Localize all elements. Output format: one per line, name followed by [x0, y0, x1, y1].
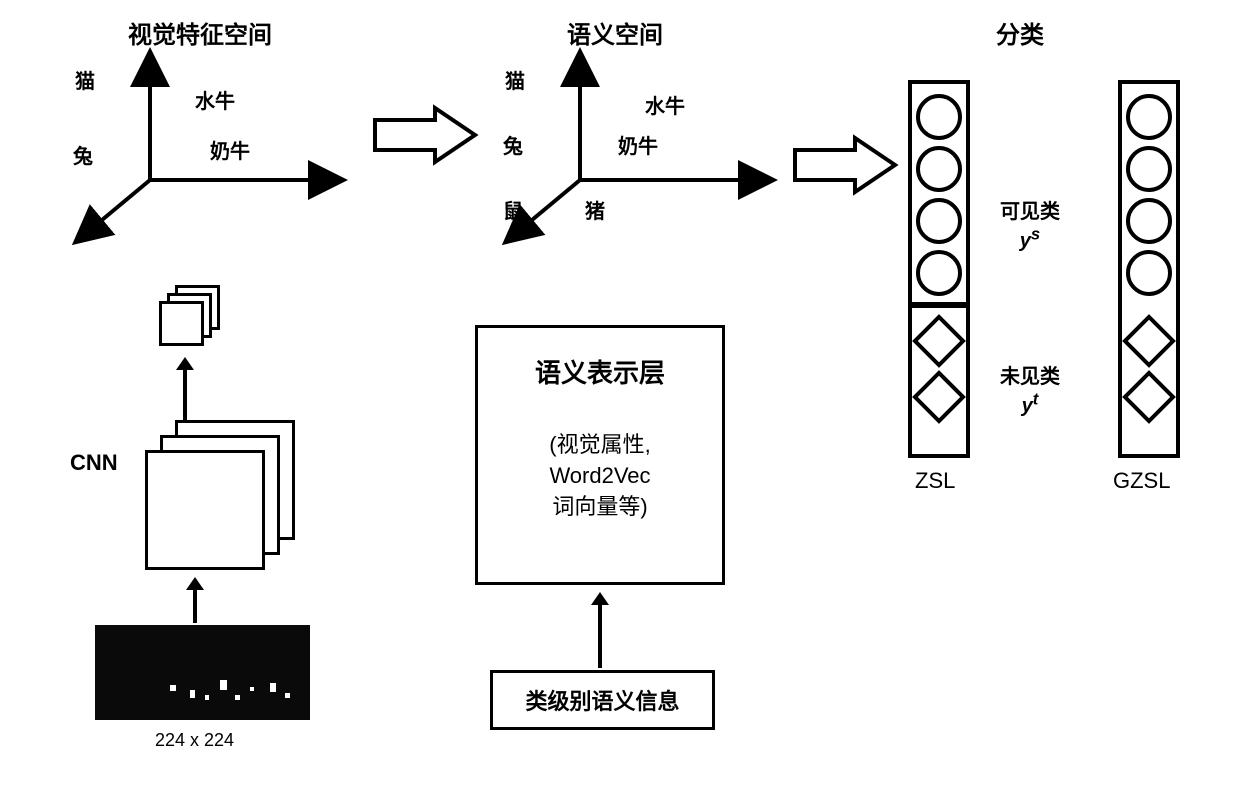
image-size-label: 224 x 224	[155, 730, 234, 751]
class-level-info-box: 类级别语义信息	[490, 670, 715, 730]
visual-rabbit-label: 兔	[73, 140, 93, 169]
semantic-box-subtitle: (视觉属性, Word2Vec 词向量等)	[493, 430, 707, 522]
cnn-small-layer-1	[159, 301, 204, 346]
visual-cow-label: 奶牛	[210, 135, 250, 164]
gzsl-circle-3	[1126, 198, 1172, 244]
gzsl-diamond-1	[1122, 314, 1176, 368]
cnn-label: CNN	[70, 450, 118, 476]
semantic-cow-label: 奶牛	[618, 130, 658, 159]
zsl-diamond-2	[912, 370, 966, 424]
gzsl-circle-4	[1126, 250, 1172, 296]
cnn-big-layer-1	[145, 450, 265, 570]
semantic-up-arrow	[585, 590, 615, 670]
zsl-box	[908, 80, 970, 458]
visual-cat-label: 猫	[75, 65, 95, 94]
semantic-mouse-label: 鼠	[503, 195, 523, 224]
unseen-class-label: 未见类 yt	[990, 360, 1070, 418]
input-image-block	[95, 625, 310, 720]
semantic-representation-box: 语义表示层 (视觉属性, Word2Vec 词向量等)	[475, 325, 725, 585]
zsl-circle-3	[916, 198, 962, 244]
transition-arrow-2	[790, 130, 900, 200]
cnn-up-arrow-1	[170, 355, 200, 425]
seen-class-label: 可见类 ys	[990, 195, 1070, 253]
semantic-cat-label: 猫	[505, 65, 525, 94]
class-info-label: 类级别语义信息	[525, 684, 679, 716]
zsl-diamond-1	[912, 314, 966, 368]
zsl-label: ZSL	[915, 468, 955, 494]
gzsl-box	[1118, 80, 1180, 458]
gzsl-circle-1	[1126, 94, 1172, 140]
gzsl-diamond-2	[1122, 370, 1176, 424]
transition-arrow-1	[370, 100, 480, 170]
gzsl-spacer	[1122, 302, 1176, 308]
visual-buffalo-label: 水牛	[195, 85, 235, 114]
cnn-up-arrow-2	[180, 575, 210, 625]
zsl-circle-2	[916, 146, 962, 192]
classification-title: 分类	[990, 15, 1050, 50]
semantic-box-title: 语义表示层	[493, 353, 707, 390]
zsl-divider	[912, 302, 966, 308]
zsl-circle-4	[916, 250, 962, 296]
zsl-circle-1	[916, 94, 962, 140]
semantic-rabbit-label: 兔	[503, 130, 523, 159]
semantic-pig-label: 猪	[585, 195, 605, 224]
gzsl-label: GZSL	[1113, 468, 1170, 494]
gzsl-circle-2	[1126, 146, 1172, 192]
semantic-buffalo-label: 水牛	[645, 90, 685, 119]
